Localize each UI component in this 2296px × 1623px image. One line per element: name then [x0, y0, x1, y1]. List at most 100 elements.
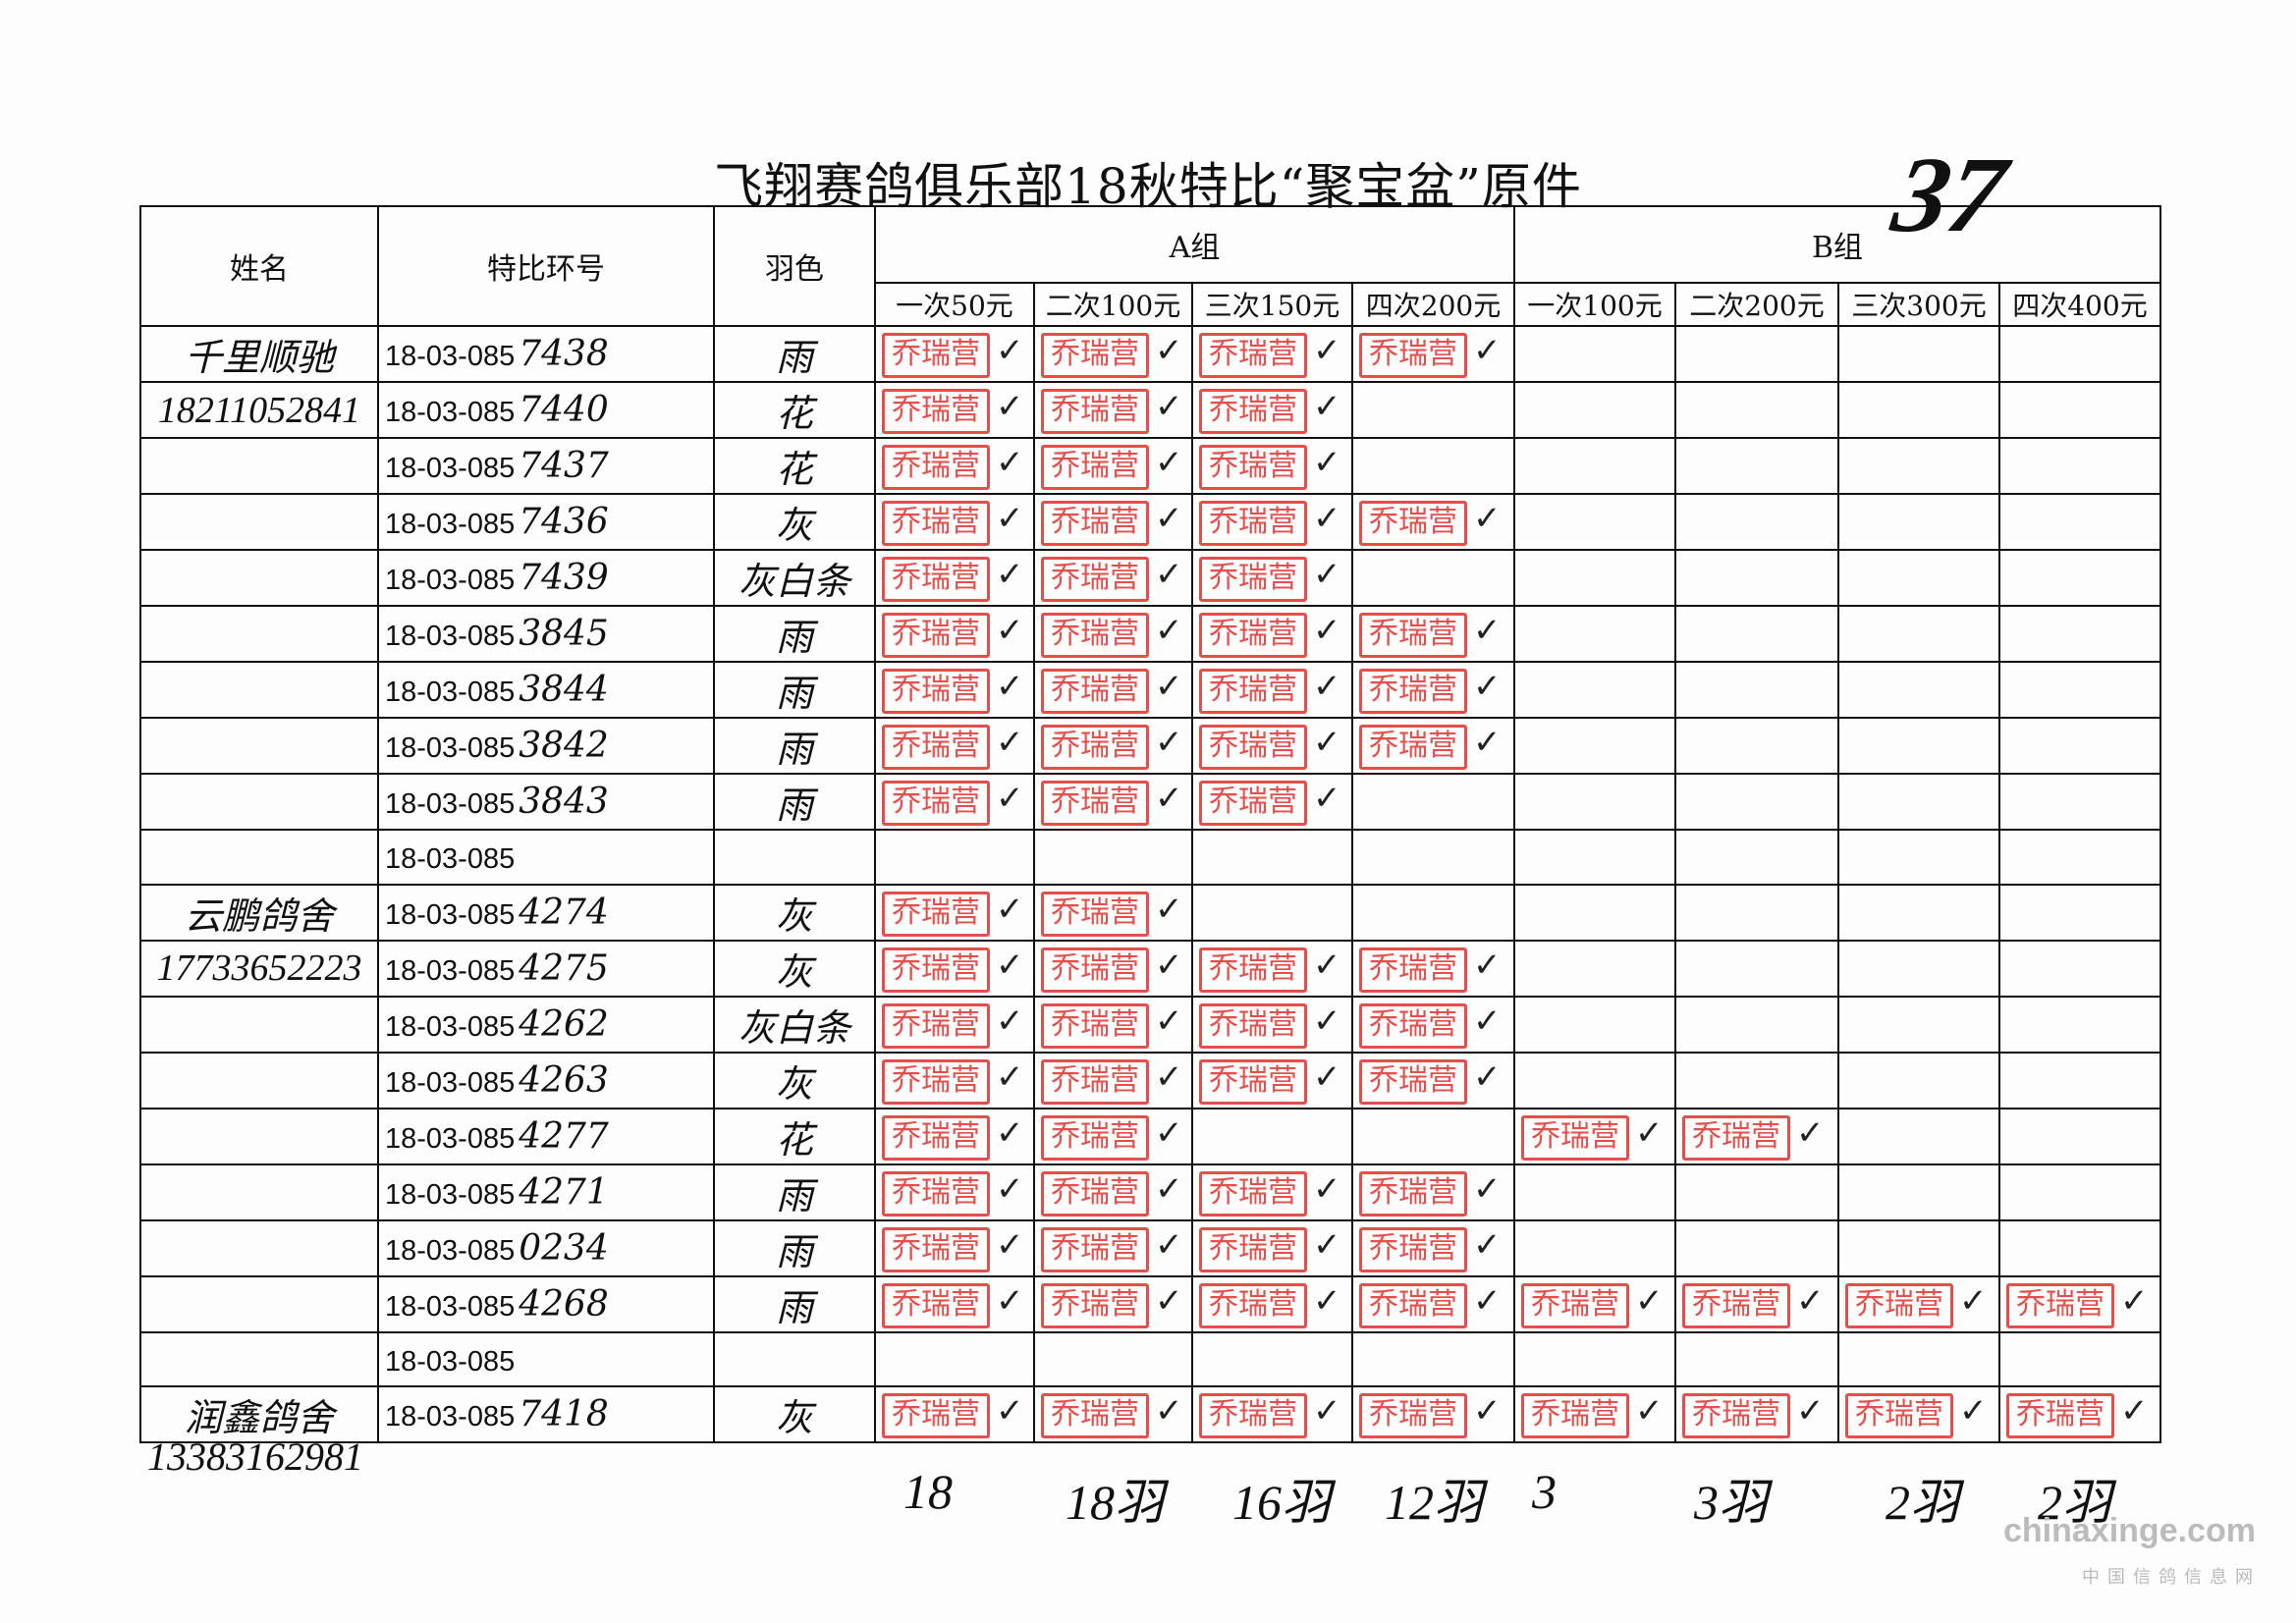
entry-cell: 乔瑞营 ✓ [1351, 325, 1515, 383]
entry-cell [1191, 883, 1353, 942]
entry-cell: 乔瑞营 ✓ [1033, 1385, 1193, 1443]
entry-cell [1998, 661, 2161, 719]
ring-suffix: 7439 [519, 558, 609, 598]
entry-cell: 乔瑞营 ✓ [1033, 773, 1193, 831]
check-icon: ✓ [1155, 667, 1183, 706]
entry-cell [1998, 1107, 2161, 1165]
owner-cell [139, 995, 379, 1054]
stamp-mark: 乔瑞营 [1199, 1226, 1307, 1272]
entry-cell [1837, 1163, 2000, 1221]
ring-prefix: 18-03-085 [385, 732, 516, 764]
entry-cell: 乔瑞营 ✓ [1033, 549, 1193, 607]
header-col-2: 三次150元 [1191, 282, 1353, 327]
stamp-mark: 乔瑞营 [1041, 445, 1149, 490]
check-icon: ✓ [1155, 945, 1183, 985]
ring-cell: 18-03-085 7437 [377, 437, 715, 495]
table-row: 18-03-085 4271 雨乔瑞营 ✓ 乔瑞营 ✓ 乔瑞营 ✓ 乔瑞营 ✓ [139, 1163, 2161, 1221]
entry-cell: 乔瑞营 ✓ [1191, 493, 1353, 551]
entry-cell: 乔瑞营 ✓ [874, 549, 1035, 607]
entry-cell: 乔瑞营 ✓ [1837, 1274, 2000, 1333]
entry-cell [1837, 773, 2000, 831]
stamp-mark: 乔瑞营 [1041, 1170, 1149, 1217]
stamp-mark: 乔瑞营 [882, 891, 990, 937]
stamp-mark: 乔瑞营 [1041, 501, 1149, 546]
ring-suffix: 4275 [519, 947, 609, 989]
table-row: 18-03-085 [139, 829, 2161, 886]
stamp-mark: 乔瑞营 [1359, 669, 1467, 714]
entry-cell [1998, 773, 2161, 831]
ring-prefix: 18-03-085 [385, 1178, 516, 1211]
entry-cell: 乔瑞营 ✓ [1191, 773, 1353, 831]
sub-header-row: 一次50元 二次100元 三次150元 四次200元 一次100元 二次200元 三次300… [140, 282, 2161, 327]
entry-cell: 乔瑞营 ✓ [874, 1385, 1035, 1443]
stamp-mark: 乔瑞营 [1199, 1282, 1307, 1328]
owner-cell [139, 1051, 379, 1109]
owner-cell [139, 717, 379, 775]
check-icon: ✓ [1635, 1280, 1664, 1321]
entry-cell [1513, 605, 1676, 663]
entry-cell [1998, 325, 2161, 383]
ring-prefix: 18-03-085 [385, 1401, 516, 1433]
entry-cell: 乔瑞营 ✓ [1191, 1051, 1353, 1109]
ring-suffix: 4263 [519, 1059, 609, 1101]
color-cell [713, 829, 876, 886]
color-cell: 花 [713, 437, 876, 495]
check-icon: ✓ [1473, 1391, 1502, 1431]
check-icon: ✓ [1155, 611, 1183, 650]
table-row: 18-03-085 7436 灰乔瑞营 ✓ 乔瑞营 ✓ 乔瑞营 ✓ 乔瑞营 ✓ [139, 493, 2161, 551]
entry-cell [1837, 1218, 2000, 1277]
check-icon: ✓ [1959, 1391, 1988, 1431]
check-icon: ✓ [1313, 723, 1341, 762]
stamp-mark: 乔瑞营 [882, 725, 990, 770]
entry-cell: 乔瑞营 ✓ [1191, 605, 1353, 663]
entry-cell [1351, 883, 1515, 942]
stamp-mark: 乔瑞营 [1359, 1393, 1467, 1438]
entry-cell [1998, 1330, 2161, 1387]
ring-suffix: 4271 [519, 1171, 609, 1213]
entry-cell [1837, 661, 2000, 719]
stamp-mark: 乔瑞营 [1199, 781, 1307, 826]
ring-prefix: 18-03-085 [385, 565, 516, 596]
ring-cell: 18-03-085 [377, 829, 715, 886]
entry-cell [1191, 1107, 1353, 1165]
entry-cell: 乔瑞营 ✓ [1351, 1274, 1515, 1333]
check-icon: ✓ [1313, 667, 1341, 706]
ring-cell: 18-03-085 4275 [377, 939, 715, 998]
check-icon: ✓ [1313, 779, 1341, 818]
entry-cell: 乔瑞营 ✓ [874, 1107, 1035, 1165]
check-icon: ✓ [1473, 667, 1502, 706]
stamp-mark: 乔瑞营 [1199, 1170, 1307, 1217]
stamp-mark: 乔瑞营 [882, 947, 990, 993]
ring-cell: 18-03-085 0234 [377, 1218, 715, 1277]
stamp-mark: 乔瑞营 [1521, 1393, 1629, 1438]
owner-cell: 千里顺驰 [139, 325, 379, 383]
entry-cell [1837, 1330, 2000, 1387]
color-cell: 花 [713, 381, 876, 439]
stamp-mark: 乔瑞营 [1041, 1114, 1149, 1161]
stamp-mark: 乔瑞营 [1682, 1393, 1790, 1438]
color-cell: 雨 [713, 1274, 876, 1333]
ring-prefix: 18-03-085 [385, 676, 516, 708]
entry-cell: 乔瑞营 ✓ [874, 1218, 1035, 1277]
entry-cell [1513, 829, 1676, 886]
ring-prefix: 18-03-085 [385, 1122, 516, 1155]
stamp-mark: 乔瑞营 [1359, 725, 1467, 770]
entry-cell [1837, 549, 2000, 607]
stamp-mark: 乔瑞营 [1359, 501, 1467, 546]
check-icon: ✓ [996, 779, 1024, 818]
table-row: 18-03-085 4263 灰乔瑞营 ✓ 乔瑞营 ✓ 乔瑞营 ✓ 乔瑞营 ✓ [139, 1051, 2161, 1109]
entry-cell [1998, 493, 2161, 551]
entry-cell: 乔瑞营 ✓ [1033, 381, 1193, 439]
watermark-name: 中国信鸽信息网 [2082, 1567, 2261, 1588]
check-icon: ✓ [1155, 499, 1183, 538]
stamp-mark: 乔瑞营 [882, 445, 990, 490]
entry-cell: 乔瑞营 ✓ [1033, 1051, 1193, 1109]
entry-cell: 乔瑞营 ✓ [1033, 1218, 1193, 1277]
color-cell: 灰白条 [713, 995, 876, 1054]
entry-cell [1351, 437, 1515, 495]
color-cell: 雨 [713, 605, 876, 663]
stamp-mark: 乔瑞营 [1359, 1058, 1467, 1105]
ring-prefix: 18-03-085 [385, 898, 516, 931]
entry-cell [1998, 605, 2161, 663]
stamp-mark: 乔瑞营 [1199, 501, 1307, 546]
